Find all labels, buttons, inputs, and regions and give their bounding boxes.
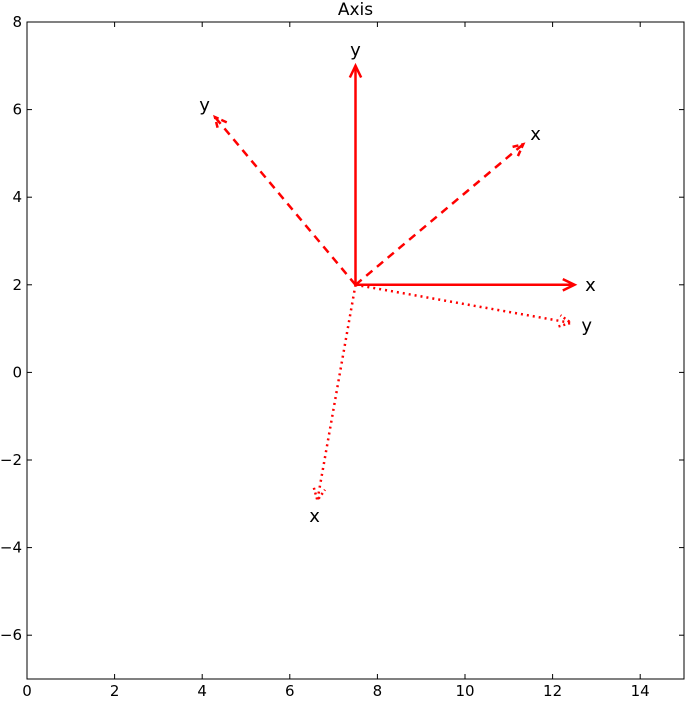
chart-title: Axis [338, 0, 373, 20]
y-tick-label: −4 [0, 539, 22, 557]
vector-label: x [585, 275, 596, 296]
arrowhead [312, 487, 327, 504]
y-tick-label: −2 [0, 451, 22, 469]
arrowhead [348, 62, 363, 79]
y-tick-label: 6 [12, 101, 22, 119]
y-tick-label: −6 [0, 626, 22, 644]
vector-shaft [354, 143, 525, 286]
y-tick-label: 0 [12, 363, 22, 381]
y-tick-label: 4 [12, 188, 22, 206]
x-tick-label: 6 [285, 682, 295, 697]
x-tick-label: 12 [543, 682, 562, 697]
vector-solid-x: x [355, 275, 596, 296]
vector-shaft [213, 116, 357, 286]
vector-label: y [199, 95, 210, 116]
vector-shaft [316, 284, 357, 501]
x-tick-label: 8 [373, 682, 383, 697]
vector-dashed-y: y [199, 95, 357, 286]
vector-dotted-y: y [355, 283, 592, 337]
arrowhead [558, 314, 574, 328]
y-tick-label: 2 [12, 276, 22, 294]
vector-label: x [309, 506, 320, 527]
arrowhead [562, 278, 578, 292]
vector-label: x [530, 124, 541, 145]
vector-shaft [355, 283, 572, 325]
x-tick-label: 2 [110, 682, 120, 697]
vector-label: y [581, 316, 592, 337]
x-tick-label: 14 [631, 682, 650, 697]
x-tick-label: 0 [22, 682, 32, 697]
vector-solid-y: y [348, 40, 363, 285]
vector-dashed-x: x [354, 124, 541, 286]
y-tick-label: 8 [12, 13, 22, 31]
arrowhead [510, 142, 526, 157]
vector-dotted-x: x [309, 284, 357, 527]
vector-label: y [350, 40, 361, 61]
x-tick-label: 10 [455, 682, 474, 697]
arrowhead [213, 114, 228, 130]
plot-frame [26, 21, 685, 680]
x-tick-label: 4 [197, 682, 207, 697]
